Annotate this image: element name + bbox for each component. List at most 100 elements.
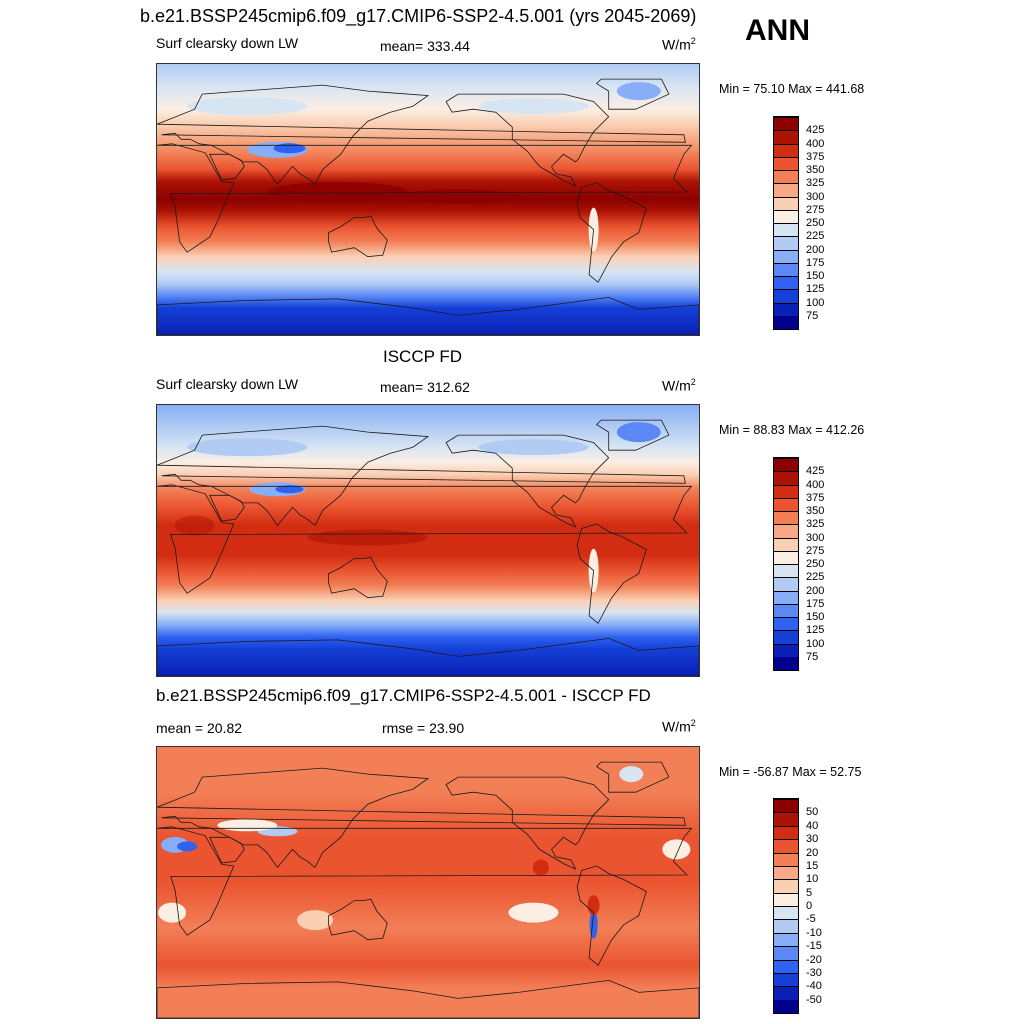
colorbar-swatch — [774, 537, 798, 551]
coastline — [595, 761, 670, 793]
field-feature — [508, 902, 559, 923]
colorbar-swatch — [774, 799, 798, 813]
colorbar-tick-label: 275 — [806, 544, 825, 557]
field-feature — [158, 902, 187, 923]
colorbar-swatch — [774, 972, 798, 987]
colorbar-swatch — [774, 262, 798, 276]
colorbar-swatch — [774, 117, 798, 131]
coastline — [209, 494, 245, 522]
colorbar-tick-label: 225 — [806, 571, 825, 584]
field-feature — [532, 859, 549, 876]
panel1-map — [156, 63, 700, 336]
field-feature — [275, 485, 304, 494]
colorbar-swatch — [774, 839, 798, 853]
field-feature — [478, 439, 589, 456]
colorbar-tick-label: -15 — [806, 940, 822, 953]
panel3-map — [156, 746, 700, 1019]
colorbar-tick-label: 150 — [806, 270, 825, 282]
panel3-rmse-label: rmse = 23.90 — [382, 720, 465, 736]
field-feature — [398, 189, 519, 204]
colorbar-swatch — [774, 932, 798, 947]
panel1-units: W/m2 — [662, 36, 696, 53]
colorbar-swatch — [774, 209, 798, 223]
coastline — [157, 484, 693, 594]
colorbar-tick-label: 200 — [806, 584, 825, 597]
colorbar-tick-label: 250 — [806, 217, 825, 229]
panel3-units: W/m2 — [662, 718, 696, 735]
colorbar-tick-label: 50 — [806, 806, 819, 819]
field-feature — [307, 529, 428, 546]
colorbar-swatch — [774, 825, 798, 840]
colorbar-swatch — [774, 289, 798, 303]
colorbar-tick-label: 75 — [806, 309, 819, 322]
colorbar-swatch — [774, 484, 798, 498]
colorbar-swatch — [774, 511, 798, 525]
colorbar-swatch — [774, 959, 798, 973]
field-feature — [187, 438, 308, 457]
panel2-colorbar — [773, 457, 799, 671]
colorbar-tick-label: 425 — [806, 124, 825, 137]
panel2-mean-label: mean= 312.62 — [380, 379, 470, 395]
panel3-minmax: Min = -56.87 Max = 52.75 — [719, 765, 862, 779]
coastline — [576, 182, 647, 283]
colorbar-tick-label: 150 — [806, 611, 825, 623]
colorbar-swatch — [774, 302, 798, 316]
colorbar-tick-label: 125 — [806, 283, 825, 296]
colorbar-tick-label: 200 — [806, 243, 825, 256]
colorbar-tick-label: 400 — [806, 137, 825, 150]
field-feature — [619, 766, 644, 783]
colorbar-swatch — [774, 643, 798, 657]
field-feature — [398, 859, 519, 876]
panel2-map — [156, 404, 700, 677]
colorbar-swatch — [774, 223, 798, 237]
colorbar-swatch — [774, 249, 798, 263]
colorbar-tick-label: 350 — [806, 164, 825, 176]
case-title: b.e21.BSSP245cmip6.f09_g17.CMIP6-SSP2-4.… — [140, 6, 697, 26]
colorbar-tick-label: 175 — [806, 256, 825, 269]
panel1-mean-label: mean= 333.44 — [380, 38, 470, 54]
panel2-variable-label: Surf clearsky down LW — [156, 376, 299, 392]
colorbar-tick-label: -20 — [806, 953, 822, 966]
coastline — [209, 153, 245, 181]
colorbar-tick-label: 0 — [806, 900, 813, 912]
colorbar-tick-label: 375 — [806, 150, 825, 163]
colorbar-tick-label: 250 — [806, 558, 825, 570]
coastline — [157, 143, 693, 253]
field-feature — [662, 839, 691, 860]
coastline — [157, 296, 699, 335]
panel1-minmax: Min = 75.10 Max = 441.68 — [719, 82, 865, 96]
colorbar-swatch — [774, 236, 798, 250]
colorbar-tick-label: 375 — [806, 491, 825, 504]
colorbar-swatch — [774, 630, 798, 644]
colorbar-swatch — [774, 986, 798, 1000]
colorbar-swatch — [774, 919, 798, 933]
field-feature — [267, 181, 408, 202]
coastline — [157, 637, 699, 676]
colorbar-tick-label: 30 — [806, 833, 819, 846]
coastline — [576, 865, 647, 966]
coastline — [157, 826, 693, 936]
colorbar-swatch — [774, 999, 798, 1013]
colorbar-swatch — [774, 906, 798, 920]
colorbar-swatch — [774, 656, 798, 670]
coastline — [157, 84, 686, 186]
coastline — [328, 898, 388, 941]
colorbar-tick-label: 300 — [806, 190, 825, 203]
colorbar-tick-label: 100 — [806, 637, 825, 650]
coastline — [445, 93, 610, 187]
field-feature — [616, 422, 661, 443]
season-label: ANN — [745, 14, 810, 47]
colorbar-swatch — [774, 315, 798, 329]
colorbar-swatch — [774, 812, 798, 826]
colorbar-swatch — [774, 143, 798, 157]
panel2-units: W/m2 — [662, 377, 696, 394]
colorbar-tick-label: 300 — [806, 531, 825, 544]
panel1-colorbar — [773, 116, 799, 330]
field-feature — [273, 143, 306, 154]
colorbar-swatch — [774, 183, 798, 197]
colorbar-swatch — [774, 130, 798, 144]
colorbar-tick-label: 10 — [806, 873, 819, 886]
field-background — [157, 747, 699, 1018]
colorbar-swatch — [774, 497, 798, 511]
coastline — [209, 836, 245, 864]
